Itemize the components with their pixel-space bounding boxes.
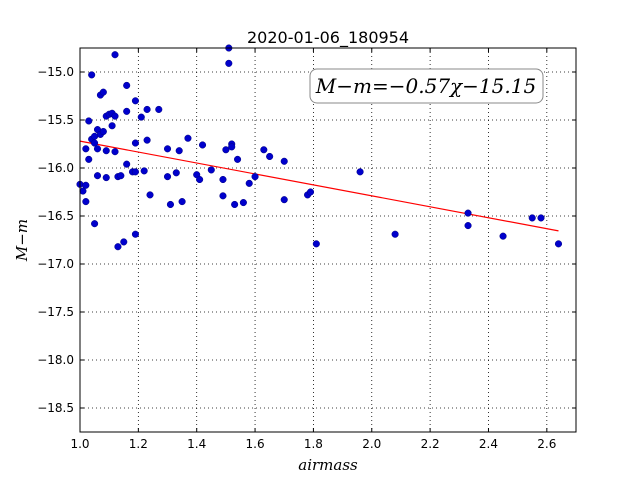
data-point xyxy=(172,169,180,177)
data-point xyxy=(93,145,102,153)
data-point xyxy=(280,157,288,165)
data-point xyxy=(82,181,90,189)
data-point xyxy=(140,167,148,175)
plot-frame xyxy=(79,47,577,433)
data-point xyxy=(108,122,116,130)
data-point xyxy=(391,230,399,238)
data-point xyxy=(528,214,536,222)
data-point xyxy=(123,81,131,89)
fit-equation-box: M−m=−0.57χ−15.15 xyxy=(309,68,544,104)
data-point xyxy=(131,168,139,176)
data-point xyxy=(464,209,472,217)
data-point xyxy=(306,188,315,196)
data-point xyxy=(245,179,253,187)
data-point xyxy=(266,152,274,161)
data-point xyxy=(225,59,233,67)
data-point xyxy=(85,155,93,163)
data-point xyxy=(228,143,236,151)
y-axis-ticks: −15.0 −15.5 −16.0 −16.5 −17.0 −17.5 −18.0 −18.5 xyxy=(37,65,576,415)
data-point xyxy=(260,146,268,154)
chart-title: 2020-01-06_180954 xyxy=(247,28,409,48)
data-point xyxy=(102,174,110,182)
data-point xyxy=(131,230,139,238)
data-point xyxy=(111,148,119,156)
x-axis-ticks: 1.0 1.2 1.4 1.6 1.8 2.0 2.2 2.4 2.6 xyxy=(70,48,556,451)
data-point xyxy=(175,147,183,155)
data-point xyxy=(82,145,90,153)
data-point xyxy=(178,198,186,206)
y-tick-label: −16.0 xyxy=(37,161,74,175)
data-point xyxy=(312,240,320,248)
data-point xyxy=(93,172,102,180)
data-point xyxy=(537,214,545,222)
data-point xyxy=(91,220,99,228)
data-point xyxy=(222,146,230,154)
y-tick-label: −17.0 xyxy=(37,257,74,271)
data-point xyxy=(137,113,145,121)
data-point xyxy=(143,105,151,113)
data-point xyxy=(239,199,247,207)
y-tick-label: −16.5 xyxy=(37,209,74,223)
data-point xyxy=(91,139,99,147)
data-point xyxy=(231,200,239,209)
data-point xyxy=(464,222,472,230)
x-tick-label: 2.4 xyxy=(479,437,498,451)
data-point xyxy=(499,232,507,240)
x-tick-label: 1.8 xyxy=(304,437,323,451)
data-point xyxy=(131,97,139,105)
data-point xyxy=(82,198,90,206)
data-point xyxy=(166,200,174,209)
y-tick-label: −17.5 xyxy=(37,305,74,319)
equation-frame xyxy=(309,68,544,104)
data-points xyxy=(76,44,563,251)
data-point xyxy=(123,107,131,115)
data-point xyxy=(554,240,563,248)
data-point xyxy=(163,173,172,181)
data-point xyxy=(123,160,131,168)
data-point xyxy=(234,155,242,163)
data-point xyxy=(163,145,172,153)
y-tick-label: −15.5 xyxy=(37,113,74,127)
data-point xyxy=(114,243,122,251)
data-point xyxy=(207,166,215,174)
data-point xyxy=(111,51,119,59)
data-point xyxy=(120,238,128,246)
data-point xyxy=(111,112,119,120)
data-point xyxy=(143,136,151,144)
data-point xyxy=(102,147,110,155)
data-point xyxy=(155,105,163,113)
x-tick-label: 1.0 xyxy=(70,437,89,451)
x-tick-label: 1.6 xyxy=(246,437,265,451)
data-point xyxy=(280,196,288,204)
data-point xyxy=(117,172,125,180)
x-tick-label: 2.2 xyxy=(421,437,440,451)
y-tick-label: −18.0 xyxy=(37,353,74,367)
data-point xyxy=(251,173,259,181)
fit-line xyxy=(79,140,559,232)
y-axis-label: M−m xyxy=(13,219,31,262)
data-point xyxy=(219,192,227,200)
y-tick-label: −18.5 xyxy=(37,401,74,415)
data-point xyxy=(99,127,107,136)
data-point xyxy=(99,88,107,96)
data-point xyxy=(184,134,192,142)
data-point xyxy=(356,168,364,176)
data-point xyxy=(131,139,139,147)
x-tick-label: 1.4 xyxy=(187,437,206,451)
grid-lines xyxy=(79,48,576,432)
data-point xyxy=(219,175,227,184)
data-point xyxy=(146,191,154,199)
data-point xyxy=(88,71,96,79)
y-tick-label: −15.0 xyxy=(37,65,74,79)
fit-equation: M−m=−0.57χ−15.15 xyxy=(315,74,536,98)
x-tick-label: 2.6 xyxy=(537,437,556,451)
data-point xyxy=(196,175,204,184)
data-point xyxy=(198,141,207,149)
data-point xyxy=(85,117,93,125)
x-axis-label: airmass xyxy=(298,456,358,474)
x-tick-label: 2.0 xyxy=(362,437,381,451)
x-tick-label: 1.2 xyxy=(129,437,148,451)
